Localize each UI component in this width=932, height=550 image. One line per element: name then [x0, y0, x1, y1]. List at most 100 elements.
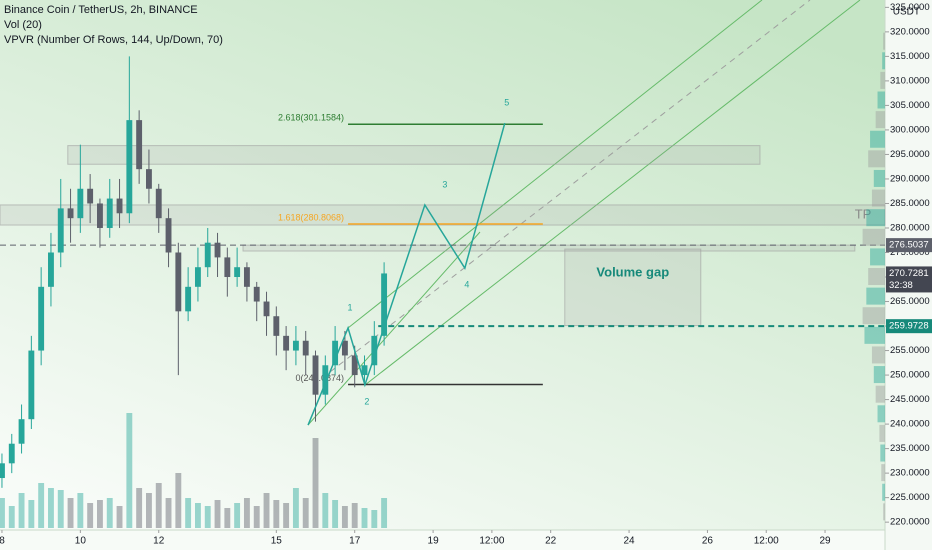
candle-body	[381, 273, 388, 336]
candle-body	[234, 267, 241, 278]
vpvr-bar	[882, 52, 885, 70]
y-tick-label: 305.0000	[890, 100, 930, 111]
y-tick-label: 265.0000	[890, 296, 930, 307]
zone	[0, 204, 886, 226]
volume-bar	[116, 506, 123, 528]
x-tick-label: 19	[428, 536, 440, 547]
candle-body	[155, 188, 162, 219]
candle-body	[312, 355, 319, 395]
x-tick-label: 12:00	[479, 536, 504, 547]
vpvr-bar	[873, 169, 885, 187]
volume-bar	[322, 493, 329, 528]
candle-body	[67, 208, 74, 219]
candle-body	[322, 365, 329, 395]
volume-bar	[361, 508, 368, 528]
y-tick-label: 225.0000	[890, 492, 930, 503]
vpvr-bar	[875, 385, 885, 403]
volume-bar	[18, 493, 25, 528]
candle-body	[302, 340, 309, 356]
vpvr-bar	[868, 268, 885, 286]
candle-body	[0, 463, 5, 479]
vpvr-bar	[868, 150, 885, 168]
volume-bar	[97, 500, 103, 528]
volume-bar	[194, 503, 201, 528]
y-tick-label: 245.0000	[890, 394, 930, 405]
candle-body	[106, 198, 113, 228]
volume-bar	[214, 500, 221, 528]
y-tick-label: 320.0000	[890, 26, 930, 37]
candle-body	[341, 340, 348, 356]
volume-bar	[371, 510, 378, 528]
volume-bar	[283, 503, 290, 528]
vpvr-bar	[881, 464, 885, 482]
volume-bar	[87, 503, 94, 528]
y-tick-label: 255.0000	[890, 345, 930, 356]
wave-label: 3	[442, 179, 447, 189]
zone	[564, 248, 702, 327]
x-tick-label: 12:00	[754, 536, 779, 547]
y-tick-label: 295.0000	[890, 149, 930, 160]
volume-bar	[204, 506, 211, 528]
price-tag-label: 259.9728	[889, 321, 929, 332]
candle-body	[253, 286, 260, 302]
y-tick-label: 300.0000	[890, 124, 930, 135]
candle-body	[185, 286, 192, 312]
volume-bar	[8, 506, 15, 528]
zone-label: Volume gap	[596, 265, 669, 280]
vpvr-bar	[870, 130, 885, 148]
wave-label: 4	[464, 280, 469, 290]
volume-bar	[224, 508, 231, 528]
vpvr-bar	[877, 91, 885, 109]
candle-body	[126, 120, 133, 214]
volume-bar	[175, 473, 182, 528]
y-tick-label: 230.0000	[890, 468, 930, 479]
channel-line	[364, 0, 861, 386]
plot-background	[0, 0, 885, 530]
candle-body	[273, 316, 280, 336]
vpvr-bar	[864, 326, 885, 344]
vpvr-bar	[862, 228, 885, 246]
indicator-label: VPVR (Number Of Rows, 144, Up/Down, 70)	[4, 34, 223, 46]
candle-body	[243, 267, 250, 287]
price-tag	[886, 319, 932, 334]
fib-label: 1.618(280.8068)	[278, 212, 344, 222]
y-tick-label: 315.0000	[890, 51, 930, 62]
vpvr-bar	[879, 424, 885, 442]
volume-bar	[136, 488, 143, 528]
candle-body	[28, 350, 35, 420]
volume-bar	[341, 506, 348, 528]
volume-bar	[77, 493, 84, 528]
vpvr-bar	[880, 71, 885, 89]
price-tag-label: 270.7281	[889, 268, 929, 279]
volume-bar	[185, 498, 192, 528]
y-tick-label: 285.0000	[890, 198, 930, 209]
y-tick-label: 275.0000	[890, 247, 930, 258]
vpvr-bar	[877, 405, 885, 423]
wave-label: 5	[504, 97, 509, 107]
candle-body	[175, 252, 182, 312]
volume-bar	[351, 503, 358, 528]
volume-bar	[126, 413, 133, 528]
x-tick-label: 22	[545, 536, 557, 547]
x-tick-label: 26	[702, 536, 714, 547]
x-tick-label: 17	[349, 536, 361, 547]
candle-body	[57, 208, 64, 253]
x-tick-label: 12	[153, 536, 165, 547]
candle-body	[292, 340, 299, 351]
vpvr-bar	[883, 503, 885, 521]
candle-body	[87, 188, 94, 204]
y-tick-label: 250.0000	[890, 370, 930, 381]
volume-bar	[292, 488, 299, 528]
volume-bar	[253, 506, 260, 528]
volume-bar	[28, 500, 35, 528]
candle-body	[371, 335, 378, 366]
zone	[242, 244, 856, 252]
countdown: 32:38	[889, 280, 913, 291]
y-tick-label: 235.0000	[890, 443, 930, 454]
zone-label: TP	[855, 206, 872, 221]
volume-bar	[263, 493, 270, 528]
price-tag-label: 276.5037	[889, 240, 929, 251]
price-tag	[886, 238, 932, 253]
y-tick-label: 220.0000	[890, 517, 930, 528]
vpvr-bar	[871, 346, 885, 364]
